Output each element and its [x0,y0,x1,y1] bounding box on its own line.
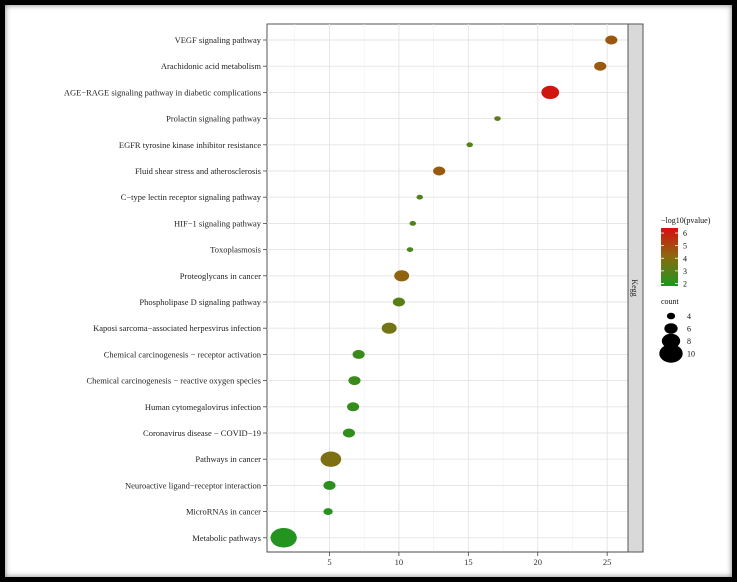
pathway-label: Neuroactive ligand−receptor interaction [125,480,262,490]
x-tick-label: 25 [603,557,612,567]
pathway-point [392,297,405,307]
color-break-label: 4 [683,254,687,263]
pathway-label: Phospholipase D signaling pathway [139,297,261,307]
x-tick-label: 5 [327,557,331,567]
pathway-point [416,194,423,200]
plot-panel [266,23,629,553]
color-legend-bar [661,228,678,286]
x-tick-label: 10 [395,557,404,567]
pathway-point [320,451,342,467]
pathway-label: Human cytomegalovirus infection [145,402,262,412]
pathway-label: Metabolic pathways [192,533,261,543]
pathway-label: Arachidonic acid metabolism [161,61,261,71]
x-axis-ticks: 5 10 15 20 25 [267,551,628,567]
pathway-point [605,35,618,45]
pathway-label: Prolactin signaling pathway [166,114,262,124]
pathway-point [406,247,414,253]
grid-lines [267,24,628,552]
pathway-point [594,61,607,71]
pathway-point [381,322,397,334]
pathway-label: Proteoglycans in cancer [180,271,261,281]
pathway-point [323,480,336,490]
pathway-point [270,528,297,548]
pathway-label: Pathways in cancer [195,454,261,464]
pathway-label: Chemical carcinogenesis − receptor activ… [104,349,262,359]
pathway-label: Fluid shear stress and atherosclerosis [135,166,261,176]
pathway-point [541,85,560,99]
x-tick-label: 15 [464,557,473,567]
x-tick-label: 20 [534,557,543,567]
size-legend: count 4 6 8 10 [659,297,695,363]
pathway-label: VEGF signaling pathway [175,35,262,45]
color-break-label: 3 [683,267,687,276]
size-break-label: 4 [687,312,691,321]
pathway-label: Chemical carcinogenesis − reactive oxyge… [87,376,262,386]
size-legend-breaks: 4 6 8 10 [659,312,695,363]
size-break-label: 6 [687,325,691,334]
pathway-point [494,116,501,121]
pathway-point [342,428,355,438]
size-break-dot [661,333,681,349]
pathway-label: Toxoplasmosis [210,245,261,255]
y-axis-labels: VEGF signaling pathway Arachidonic acid m… [64,35,267,543]
pathway-point [409,221,417,226]
pathway-point [323,508,333,516]
pathway-point [352,349,365,359]
pathway-label: EGFR tyrosine kinase inhibitor resistanc… [119,140,261,150]
pathway-label: Kaposi sarcoma−associated herpesvirus in… [93,323,262,333]
pathway-label: Coronavirus disease − COVID−19 [143,428,261,438]
pathway-point [347,402,360,412]
data-points [270,35,618,548]
pathway-label: HIF−1 signaling pathway [174,218,262,228]
facet-strip-label: Kegg [630,279,639,296]
size-break-label: 10 [687,350,695,359]
pathway-point [394,270,410,282]
size-break-dot [659,344,683,363]
facet-strip [627,23,644,553]
pathway-point [466,142,473,148]
color-break-label: 5 [683,242,687,251]
color-legend: −log10(pvalue) 6 5 4 3 2 [661,216,711,288]
size-break-label: 8 [687,337,691,346]
pathway-point [433,166,446,176]
color-legend-breaks: 6 5 4 3 2 [661,229,687,288]
size-break-dot [666,312,676,320]
pathway-label: MicroRNAs in cancer [186,507,261,517]
pathway-label: C−type lectin receptor signaling pathway [121,192,262,202]
color-break-label: 6 [683,229,687,238]
color-break-label: 2 [683,279,687,288]
color-legend-title: −log10(pvalue) [661,216,711,225]
size-break-dot [664,323,678,334]
size-legend-title: count [661,297,680,306]
pathway-label: AGE−RAGE signaling pathway in diabetic c… [64,87,261,97]
pathway-point [348,376,361,386]
